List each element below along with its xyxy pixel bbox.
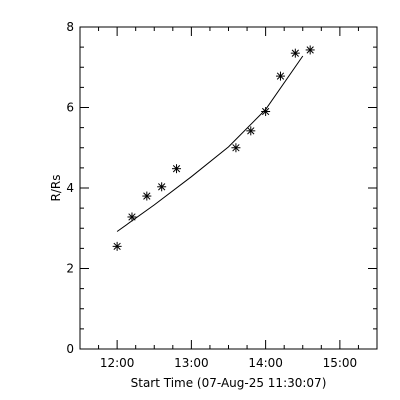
x-tick-label: 14:00 — [248, 356, 283, 370]
y-tick-label: 0 — [66, 342, 74, 356]
plot-frame — [79, 26, 378, 350]
data-point — [127, 212, 137, 222]
data-point — [261, 107, 271, 117]
y-tick-label: 2 — [66, 262, 74, 276]
x-tick-label: 13:00 — [174, 356, 209, 370]
data-point — [112, 241, 122, 251]
data-point — [275, 71, 285, 81]
data-points — [112, 45, 315, 251]
y-tick-label: 8 — [66, 20, 74, 34]
x-tick-label: 12:00 — [100, 356, 135, 370]
data-point — [157, 182, 167, 192]
data-point — [142, 191, 152, 201]
fit-line — [116, 55, 304, 232]
data-point — [305, 45, 315, 55]
fit-line-group — [116, 55, 304, 232]
y-axis-label: R/Rs — [49, 175, 63, 202]
data-point — [290, 48, 300, 58]
y-axis-ticks: 0 2 4 6 8 — [66, 20, 377, 356]
data-point — [246, 126, 256, 136]
x-axis-ticks: 12:00 13:00 14:00 15:00 — [79, 27, 378, 370]
x-tick-label: 15:00 — [323, 356, 358, 370]
y-tick-label: 6 — [66, 101, 74, 115]
data-point — [172, 164, 182, 174]
data-point — [231, 143, 241, 153]
y-tick-label: 4 — [66, 181, 74, 195]
x-axis-label: Start Time (07-Aug-25 11:30:07) — [131, 376, 327, 390]
